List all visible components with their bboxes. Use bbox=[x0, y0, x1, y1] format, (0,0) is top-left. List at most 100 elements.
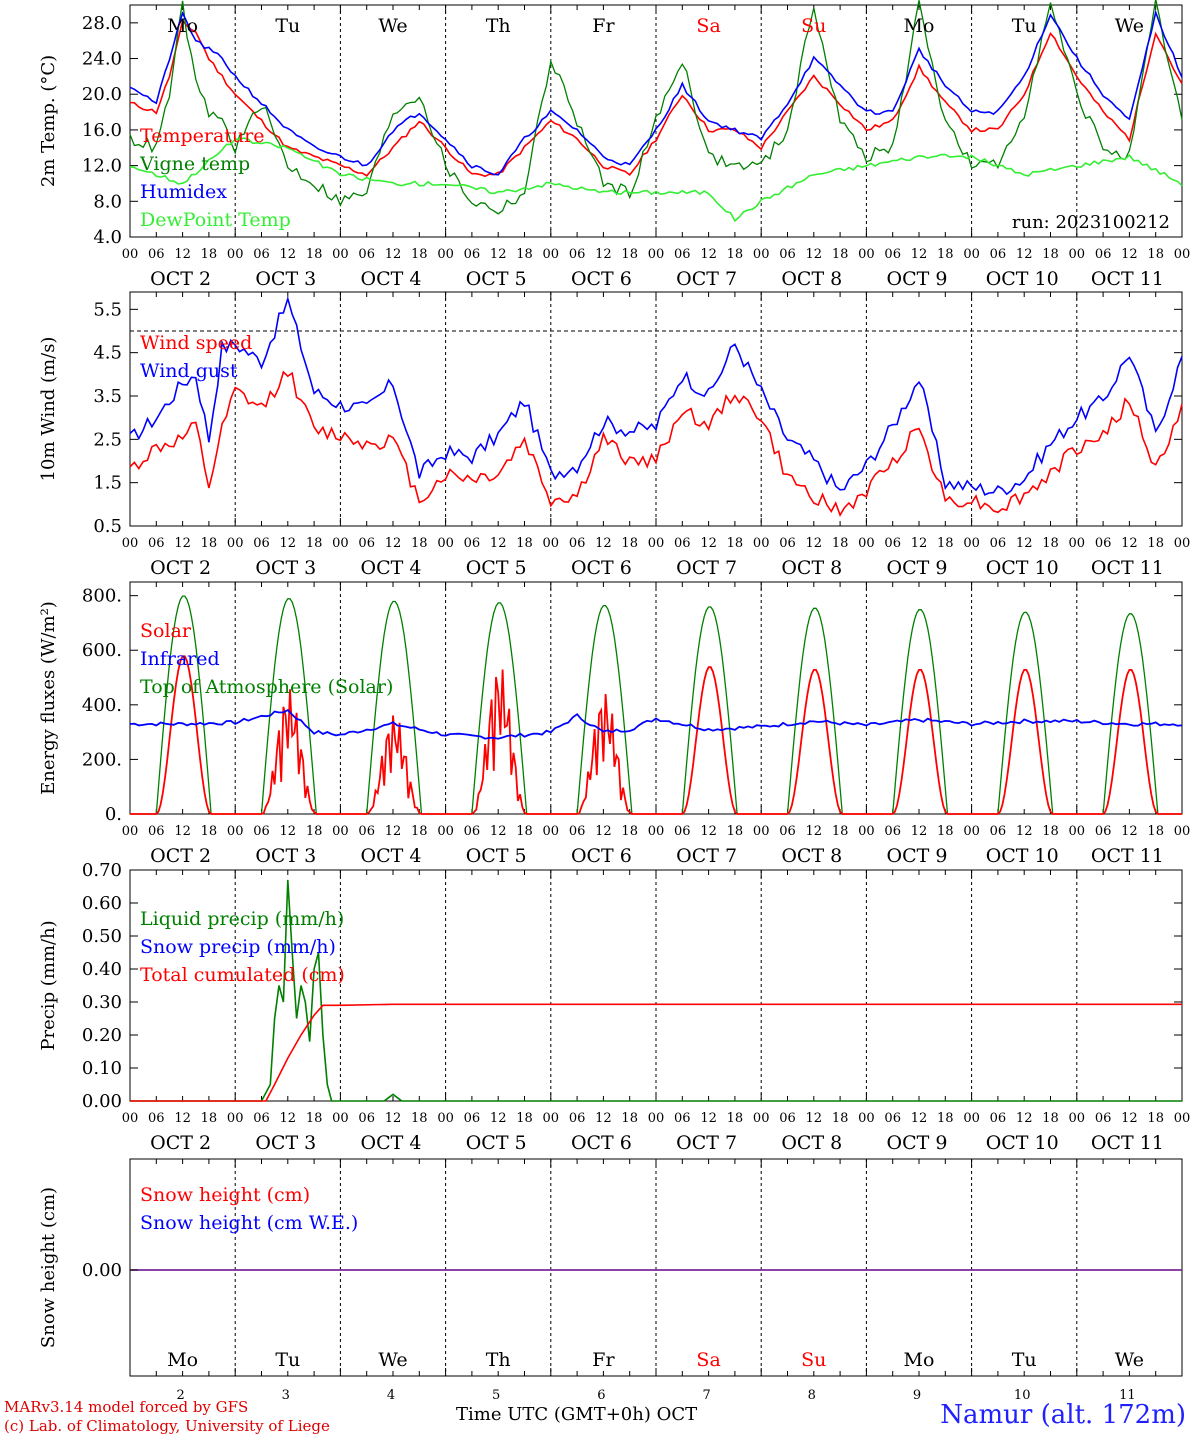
hour-tick-label: 18 bbox=[832, 1111, 849, 1126]
hour-tick-label: 18 bbox=[1042, 247, 1059, 262]
date-label: OCT 5 bbox=[466, 557, 527, 579]
hour-tick-label: 06 bbox=[884, 536, 901, 551]
solar-line bbox=[1076, 669, 1182, 815]
hour-tick-label: 00 bbox=[227, 247, 244, 262]
hour-tick-label: 06 bbox=[1095, 1111, 1112, 1126]
hour-tick-label: 06 bbox=[674, 824, 691, 839]
y-tick-label: 28.0 bbox=[82, 13, 122, 34]
hour-tick-label: 18 bbox=[1147, 536, 1164, 551]
hour-tick-label: 12 bbox=[280, 536, 297, 551]
y-tick-label: 0.60 bbox=[82, 893, 122, 914]
hour-tick-label: 12 bbox=[911, 1111, 928, 1126]
hour-tick-label: 12 bbox=[1016, 1111, 1033, 1126]
hour-tick-label: 12 bbox=[174, 247, 191, 262]
y-tick-label: 1.5 bbox=[93, 473, 122, 494]
hour-tick-label: 06 bbox=[148, 247, 165, 262]
hour-tick-label: 00 bbox=[753, 536, 770, 551]
date-label: OCT 6 bbox=[571, 557, 632, 579]
y-tick-label: 0.30 bbox=[82, 992, 122, 1013]
hour-tick-label: 12 bbox=[174, 824, 191, 839]
hour-tick-label: 18 bbox=[937, 247, 954, 262]
date-label: OCT 2 bbox=[150, 557, 211, 579]
date-label: OCT 7 bbox=[676, 268, 737, 290]
day-number-label: 5 bbox=[492, 1388, 500, 1403]
hour-tick-label: 06 bbox=[779, 824, 796, 839]
day-number-label: 2 bbox=[176, 1388, 184, 1403]
date-label: OCT 10 bbox=[986, 557, 1059, 579]
hour-tick-label: 12 bbox=[700, 1111, 717, 1126]
hour-tick-label: 18 bbox=[306, 824, 323, 839]
y-tick-label: 0.00 bbox=[82, 1260, 122, 1281]
solar-line bbox=[130, 655, 236, 815]
hour-tick-label: 12 bbox=[806, 247, 823, 262]
date-label: OCT 9 bbox=[887, 1132, 948, 1154]
hour-tick-label: 12 bbox=[280, 824, 297, 839]
date-label: OCT 8 bbox=[781, 1132, 842, 1154]
hour-tick-label: 18 bbox=[201, 824, 218, 839]
hour-tick-label: 00 bbox=[753, 824, 770, 839]
hour-tick-label: 18 bbox=[306, 1111, 323, 1126]
date-label: OCT 10 bbox=[986, 268, 1059, 290]
hour-tick-label: 00 bbox=[122, 536, 139, 551]
legend-entry: Snow height (cm W.E.) bbox=[140, 1212, 358, 1234]
y-tick-label: 600. bbox=[82, 640, 122, 661]
hour-tick-label: 06 bbox=[990, 1111, 1007, 1126]
hour-tick-label: 18 bbox=[1147, 247, 1164, 262]
hour-tick-label: 00 bbox=[648, 1111, 665, 1126]
y-tick-label: 3.5 bbox=[93, 386, 122, 407]
toa-solar-line bbox=[550, 604, 656, 815]
legend-entry: Vigne temp bbox=[139, 153, 250, 175]
y-tick-label: 4.0 bbox=[93, 227, 122, 248]
hour-tick-label: 18 bbox=[1147, 1111, 1164, 1126]
toa-solar-line bbox=[1076, 613, 1182, 815]
hour-tick-label: 18 bbox=[621, 824, 638, 839]
weekday-label: We bbox=[1115, 1349, 1144, 1371]
date-label: OCT 4 bbox=[361, 845, 422, 867]
hour-tick-label: 12 bbox=[385, 824, 402, 839]
hour-tick-label: 18 bbox=[727, 247, 744, 262]
y-tick-label: 5.5 bbox=[93, 299, 122, 320]
hour-tick-label: 18 bbox=[1042, 536, 1059, 551]
hour-tick-label: 18 bbox=[201, 536, 218, 551]
series-line-liquid-precip-mm-h- bbox=[130, 879, 1182, 1102]
weekday-label: Th bbox=[486, 15, 511, 37]
weekday-label: Mo bbox=[167, 15, 198, 37]
hour-tick-label: 12 bbox=[595, 824, 612, 839]
toa-solar-line bbox=[340, 600, 446, 815]
date-label: OCT 11 bbox=[1091, 845, 1164, 867]
hour-tick-label: 18 bbox=[937, 824, 954, 839]
hour-tick-label: 06 bbox=[884, 247, 901, 262]
hour-tick-label: 06 bbox=[569, 824, 586, 839]
weekday-label: Su bbox=[801, 1349, 826, 1371]
y-tick-label: 0.00 bbox=[82, 1091, 122, 1112]
hour-tick-label: 06 bbox=[253, 824, 270, 839]
hour-tick-label: 00 bbox=[227, 536, 244, 551]
date-label: OCT 11 bbox=[1091, 1132, 1164, 1154]
hour-tick-label: 06 bbox=[148, 1111, 165, 1126]
y-tick-label: 20.0 bbox=[82, 84, 122, 105]
date-label: OCT 9 bbox=[887, 557, 948, 579]
series-line-dewpoint-temp bbox=[129, 137, 1183, 223]
date-label: OCT 2 bbox=[150, 845, 211, 867]
hour-tick-label: 06 bbox=[358, 1111, 375, 1126]
hour-tick-label: 12 bbox=[174, 1111, 191, 1126]
credit-label: (c) Lab. of Climatology, University of L… bbox=[4, 1417, 330, 1435]
toa-solar-line bbox=[656, 606, 762, 815]
weekday-label: Tu bbox=[1012, 15, 1037, 37]
weekday-label: Tu bbox=[275, 1349, 300, 1371]
hour-tick-label: 18 bbox=[727, 1111, 744, 1126]
series-line-total-cumulated-cm- bbox=[130, 1003, 1182, 1102]
y-tick-label: 0.50 bbox=[82, 926, 122, 947]
hour-tick-label: 12 bbox=[806, 536, 823, 551]
day-number-label: 7 bbox=[702, 1388, 710, 1403]
hour-tick-label: 00 bbox=[1174, 247, 1191, 262]
hour-tick-label: 06 bbox=[779, 536, 796, 551]
hour-tick-label: 06 bbox=[674, 247, 691, 262]
hour-tick-label: 00 bbox=[543, 247, 560, 262]
hour-tick-label: 00 bbox=[332, 1111, 349, 1126]
hour-tick-label: 00 bbox=[543, 1111, 560, 1126]
hour-tick-label: 18 bbox=[832, 824, 849, 839]
hour-tick-label: 00 bbox=[437, 536, 454, 551]
hour-tick-label: 18 bbox=[621, 1111, 638, 1126]
